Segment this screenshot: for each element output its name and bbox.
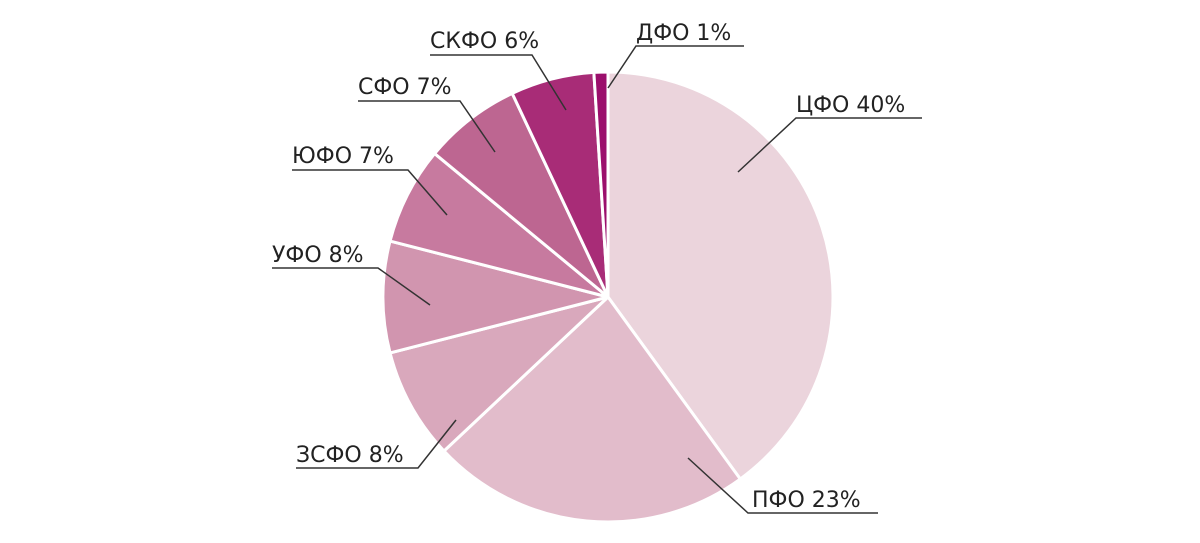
slice-label: УФО 8% [272, 243, 364, 268]
slice-label: СКФО 6% [430, 29, 539, 54]
slice-labels: ЦФО 40% ПФО 23% ЗСФО 8% УФО 8% ЮФО 7% СФО 7% С… [272, 21, 905, 513]
leader-line [358, 100, 496, 153]
slice-label: ЦФО 40% [796, 93, 905, 118]
pie-slices [381, 70, 835, 524]
slice-label: ЗСФО 8% [296, 443, 404, 468]
leader-line [292, 169, 448, 216]
pie-slice [381, 239, 610, 355]
pie-slice [442, 295, 742, 524]
slice-label: ПФО 23% [752, 488, 861, 513]
pie-slice [388, 295, 610, 453]
pie-slice [606, 70, 835, 481]
slice-label: СФО 7% [358, 75, 452, 100]
pie-slice [592, 70, 610, 299]
leader-line [607, 45, 744, 89]
slice-label: ЮФО 7% [292, 144, 394, 169]
leader-line [272, 267, 431, 306]
leader-line [687, 457, 878, 514]
leader-line [296, 419, 457, 469]
leader-line [737, 117, 922, 173]
slice-label: ДФО 1% [636, 21, 731, 46]
leader-lines [272, 45, 922, 514]
leader-line [430, 54, 567, 111]
